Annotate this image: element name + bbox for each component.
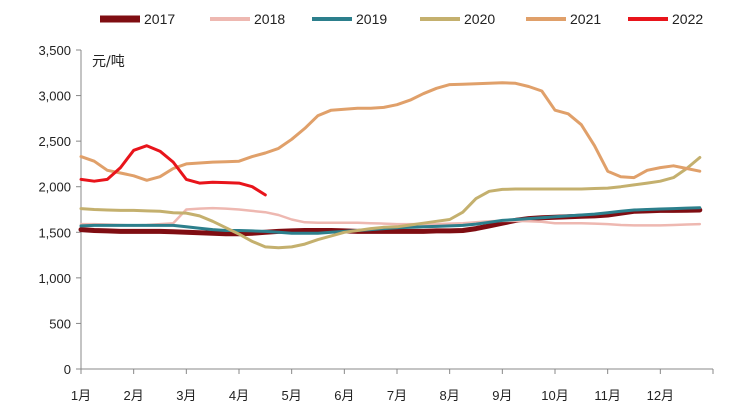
- x-tick-label: 10月: [541, 388, 568, 403]
- y-tick-label: 1,000: [38, 271, 71, 286]
- x-tick-label: 7月: [387, 388, 407, 403]
- x-tick-label: 4月: [229, 388, 249, 403]
- legend-label-2021: 2021: [570, 11, 601, 27]
- y-tick-label: 3,000: [38, 89, 71, 104]
- series-line-2020: [79, 156, 702, 250]
- y-tick-label: 2,000: [38, 180, 71, 195]
- y-tick-label: 1,500: [38, 225, 71, 240]
- axes: 0 500 1,000 1,500 2,000 2,500 3,000 3,500 1月 2月 3月…: [38, 43, 714, 403]
- x-tick-label: 2月: [124, 388, 144, 403]
- legend-label-2017: 2017: [144, 11, 175, 27]
- x-tick-label: 5月: [282, 388, 302, 403]
- x-tick-label: 1月: [71, 388, 91, 403]
- series-group: [78, 81, 703, 250]
- legend-label-2019: 2019: [356, 11, 387, 27]
- series-line-2021: [79, 81, 702, 182]
- y-tick-label: 2,500: [38, 134, 71, 149]
- x-tick-label: 6月: [334, 388, 354, 403]
- y-axis-unit-label: 元/吨: [92, 54, 125, 70]
- y-tick-label: 3,500: [38, 43, 71, 58]
- legend-label-2022: 2022: [672, 11, 703, 27]
- series-line-2017: [78, 207, 703, 237]
- x-tick-label: 3月: [176, 388, 196, 403]
- x-tick-label: 11月: [594, 388, 621, 403]
- y-tick-label: 500: [49, 316, 71, 331]
- x-tick-label: 8月: [440, 388, 460, 403]
- legend-label-2018: 2018: [254, 11, 285, 27]
- x-tick-label: 9月: [492, 388, 512, 403]
- legend: 2017 2018 2019 2020 2021 2022: [100, 11, 703, 27]
- series-line-2022: [79, 144, 267, 197]
- x-tick-label: 12月: [647, 388, 674, 403]
- legend-label-2020: 2020: [464, 11, 495, 27]
- y-tick-label: 0: [64, 362, 71, 377]
